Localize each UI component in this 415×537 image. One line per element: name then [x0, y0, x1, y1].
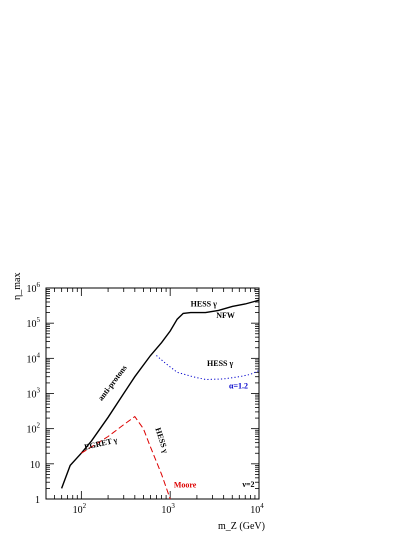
y-tick-label: 10 [30, 460, 40, 471]
y-tick-label: 104 [27, 351, 41, 365]
y-axis-title: η_max [12, 273, 23, 300]
annotation-hess-alpha: HESS γ [207, 359, 233, 368]
x-tick-label-exponent: 3 [171, 502, 175, 510]
y-tick-label: 102 [27, 422, 41, 436]
annotations: anti-protons HESS γ NFW HESS γ α=1.2 EGRET γ H… [83, 299, 254, 489]
y-tick-label: 106 [27, 281, 41, 295]
x-tick-label-base: 10 [161, 505, 171, 516]
annotation-moore: Moore [174, 481, 197, 490]
y-tick-label-exponent: 2 [37, 422, 41, 430]
series-line-hess_alpha [156, 355, 260, 381]
annotation-hess-nfw: HESS γ [191, 299, 217, 308]
y-tick-label-base: 10 [27, 319, 37, 330]
series-line-antiprotons [60, 299, 260, 489]
y-tick-label-exponent: 3 [37, 387, 41, 395]
y-tick-label-exponent: 4 [37, 351, 41, 359]
y-tick-label-base: 10 [27, 284, 37, 295]
y-tick-label: 103 [27, 387, 41, 401]
ticks [45, 287, 260, 500]
x-axis-title-text: m_Z (GeV) [218, 521, 265, 532]
annotation-nu: ν=2 [241, 480, 254, 489]
annotation-alpha: α=1.2 [229, 381, 248, 390]
x-tick-label-base: 10 [250, 505, 260, 516]
annotation-nfw: NFW [216, 311, 235, 320]
y-tick-label-exponent: 5 [37, 316, 41, 324]
y-axis-title-text: η_max [12, 273, 23, 300]
y-tick-label-base: 10 [30, 460, 40, 471]
y-tick-label: 1 [35, 495, 40, 506]
series-line-egret_moore [81, 415, 171, 500]
x-tick-label-base: 10 [73, 505, 83, 516]
y-tick-label-base: 10 [27, 354, 37, 365]
x-tick-label-exponent: 2 [83, 502, 87, 510]
annotation-hess-moore: HESS γ [153, 427, 170, 455]
x-tick-label: 102 [73, 502, 87, 516]
y-tick-label-base: 1 [35, 495, 40, 506]
x-tick-label: 104 [250, 502, 264, 516]
series-group [60, 299, 260, 500]
x-tick-label-exponent: 4 [260, 502, 264, 510]
annotation-anti: anti-protons [96, 363, 129, 402]
y-tick-label-base: 10 [27, 425, 37, 436]
y-tick-label-base: 10 [27, 390, 37, 401]
y-tick-label-exponent: 6 [37, 281, 41, 289]
y-tick-label: 105 [27, 316, 41, 330]
annotation-egret: EGRET γ [83, 435, 118, 451]
x-tick-label: 103 [161, 502, 175, 516]
x-axis-title: m_Z (GeV) [218, 521, 265, 532]
